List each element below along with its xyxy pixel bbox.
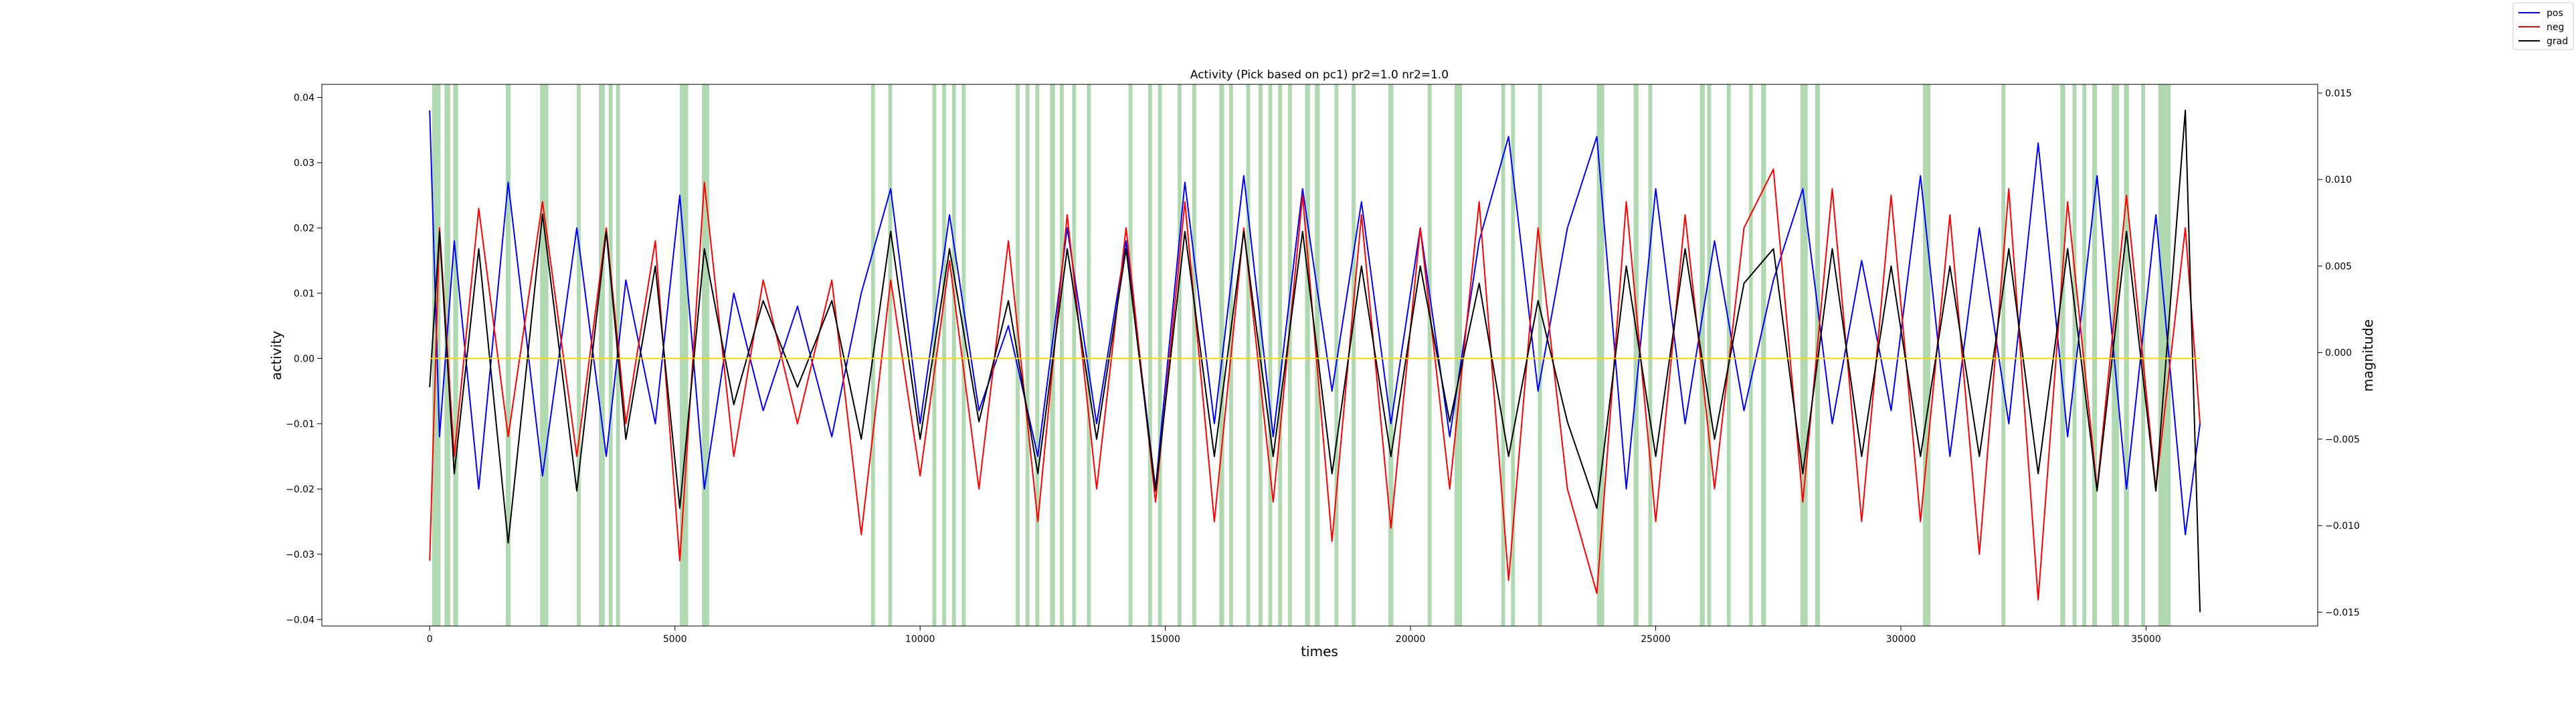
highlight-region: [1501, 84, 1505, 626]
highlight-region: [1726, 84, 1731, 626]
y-right-tick-label: 0.015: [2325, 88, 2352, 99]
x-tick-label: 0: [427, 634, 433, 645]
legend-label-grad: grad: [2547, 36, 2568, 47]
highlight-region: [1815, 84, 1821, 626]
highlight-region: [2092, 84, 2098, 626]
y-tick-label: 0.02: [294, 223, 314, 234]
highlight-region: [2124, 84, 2129, 626]
highlight-region: [1246, 84, 1251, 626]
highlight-region: [1192, 84, 1196, 626]
highlight-region: [2158, 84, 2171, 626]
legend: pos neg grad: [2512, 2, 2574, 50]
highlight-region: [888, 84, 893, 626]
highlight-region: [453, 84, 458, 626]
highlight-region: [1648, 84, 1653, 626]
x-axis-ticks: 0 5000 10000 15000 20000 25000 30000 35000: [427, 626, 2161, 645]
y-axis-left-title: activity: [268, 331, 284, 380]
y-right-tick-label: 0.005: [2325, 261, 2352, 272]
highlight-region: [1035, 84, 1040, 626]
highlight-region: [2112, 84, 2120, 626]
highlight-region: [951, 84, 956, 626]
highlight-region: [1633, 84, 1639, 626]
highlight-region: [1158, 84, 1162, 626]
series-line-grad: [429, 109, 2201, 613]
y-tick-label: 0.03: [294, 158, 314, 169]
highlight-region: [942, 84, 947, 626]
highlight-region: [1800, 84, 1808, 626]
highlight-region: [1177, 84, 1182, 626]
y-axis-left-ticks: −0.04 −0.03 −0.02 −0.01 0.00 0.01 0.02 0.03 0.04: [286, 92, 322, 625]
highlight-region: [1352, 84, 1356, 626]
highlight-region: [2001, 84, 2006, 626]
y-axis-right-title: magnitude: [2360, 319, 2376, 392]
highlight-region: [1334, 84, 1339, 626]
highlight-region: [1072, 84, 1077, 626]
highlight-region: [702, 84, 710, 626]
highlight-region: [1427, 84, 1432, 626]
y-tick-label: −0.03: [286, 550, 314, 560]
x-tick-label: 10000: [905, 634, 935, 645]
y-right-tick-label: 0.010: [2325, 175, 2352, 185]
highlight-region: [1128, 84, 1133, 626]
highlight-region: [1596, 84, 1604, 626]
y-tick-label: 0.04: [294, 92, 314, 103]
highlight-region: [2072, 84, 2077, 626]
highlight-region: [1699, 84, 1705, 626]
highlight-region: [1511, 84, 1515, 626]
x-tick-label: 15000: [1150, 634, 1180, 645]
legend-label-neg: neg: [2547, 22, 2564, 33]
highlight-regions: [432, 84, 2171, 626]
highlight-region: [1707, 84, 1712, 626]
highlight-region: [1455, 84, 1463, 626]
highlight-region: [577, 84, 581, 626]
highlight-region: [1087, 84, 1091, 626]
y-tick-label: −0.02: [286, 484, 314, 495]
highlight-region: [1748, 84, 1753, 626]
highlight-region: [932, 84, 937, 626]
highlight-region: [1050, 84, 1055, 626]
y-axis-right-ticks: −0.015 −0.010 −0.005 0.000 0.005 0.010 0.015: [2318, 88, 2360, 618]
x-tick-label: 5000: [663, 634, 687, 645]
highlight-region: [1025, 84, 1030, 626]
highlight-region: [599, 84, 605, 626]
x-tick-label: 25000: [1641, 634, 1671, 645]
series-line-neg: [429, 168, 2201, 601]
highlight-region: [1538, 84, 1542, 626]
y-right-tick-label: −0.015: [2325, 607, 2360, 618]
series-line-pos: [429, 110, 2201, 536]
y-tick-label: −0.01: [286, 419, 314, 430]
plot-area-frame: [321, 84, 2318, 627]
highlight-region: [1287, 84, 1292, 626]
highlight-region: [1922, 84, 1930, 626]
highlight-region: [1761, 84, 1766, 626]
highlight-region: [2060, 84, 2065, 626]
legend-frame: [2512, 2, 2574, 50]
series-lines: [429, 109, 2201, 613]
highlight-region: [961, 84, 966, 626]
highlight-region: [505, 84, 511, 626]
legend-label-pos: pos: [2547, 8, 2563, 19]
x-axis-title: times: [1301, 643, 1338, 659]
x-tick-label: 20000: [1396, 634, 1426, 645]
y-tick-label: −0.04: [286, 615, 314, 625]
highlight-region: [540, 84, 549, 626]
highlight-region: [1147, 84, 1152, 626]
highlight-region: [2082, 84, 2087, 626]
y-right-tick-label: 0.000: [2325, 348, 2352, 359]
highlight-region: [1219, 84, 1224, 626]
highlight-region: [608, 84, 613, 626]
highlight-region: [1278, 84, 1283, 626]
highlight-region: [1388, 84, 1394, 626]
highlight-region: [1060, 84, 1064, 626]
y-tick-label: 0.00: [294, 354, 314, 364]
highlight-region: [1305, 84, 1310, 626]
y-right-tick-label: −0.010: [2325, 521, 2360, 532]
x-tick-label: 30000: [1886, 634, 1916, 645]
y-right-tick-label: −0.005: [2325, 435, 2360, 445]
highlight-region: [1268, 84, 1273, 626]
y-tick-label: 0.01: [294, 289, 314, 299]
x-tick-label: 35000: [2131, 634, 2161, 645]
chart-title: Activity (Pick based on pc1) pr2=1.0 nr2…: [1190, 68, 1449, 82]
